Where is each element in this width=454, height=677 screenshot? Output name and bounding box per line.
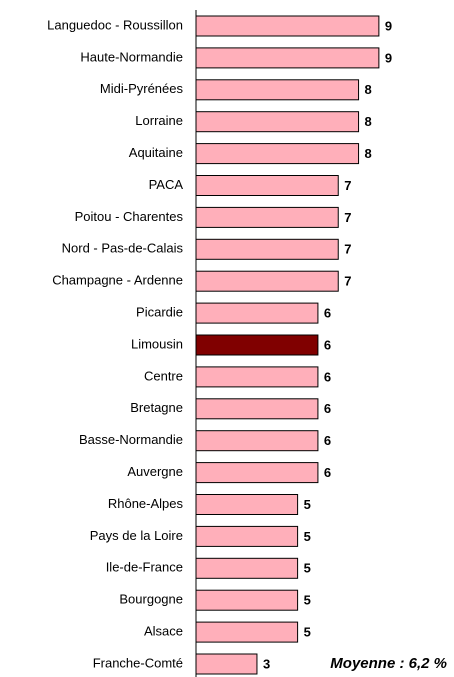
bar [195,621,299,643]
category-label: Champagne - Ardenne [52,273,183,288]
value-label: 6 [324,369,331,384]
bar [195,302,319,324]
value-label: 5 [304,497,311,512]
bar [195,111,360,133]
value-label: 3 [263,656,270,671]
category-label: Rhône-Alpes [108,496,184,511]
category-label: Haute-Normandie [80,49,183,64]
bar [195,525,299,547]
category-label: Nord - Pas-de-Calais [62,241,184,256]
category-label: Languedoc - Roussillon [47,17,183,32]
bar [195,47,380,69]
value-label: 6 [324,306,331,321]
category-label: Picardie [136,305,183,320]
bar [195,462,319,484]
bar [195,238,339,260]
value-label: 6 [324,465,331,480]
category-label: Poitou - Charentes [75,209,184,224]
value-label: 6 [324,337,331,352]
bar [195,15,380,37]
category-label: PACA [149,177,184,192]
bar [195,653,258,675]
bar [195,430,319,452]
category-label: Pays de la Loire [90,528,183,543]
value-label: 7 [344,242,351,257]
value-label: 7 [344,178,351,193]
value-label: 9 [385,18,392,33]
value-label: 6 [324,401,331,416]
category-label: Alsace [144,624,183,639]
category-label: Bretagne [130,400,183,415]
category-label: Aquitaine [129,145,183,160]
value-label: 9 [385,50,392,65]
bar [195,143,360,165]
category-label: Bourgogne [119,592,183,607]
value-label: 5 [304,593,311,608]
value-label: 7 [344,210,351,225]
bar [195,398,319,420]
bar [195,175,339,196]
category-label: Franche-Comté [93,655,183,670]
value-label: 7 [344,274,351,289]
category-label: Centre [144,368,183,383]
category-label: Lorraine [135,113,183,128]
bar [195,589,299,611]
category-label: Ile-de-France [106,560,183,575]
bar [195,366,319,388]
bar [195,334,319,356]
value-label: 8 [365,146,372,161]
annotation: Moyenne : 6,2 % [330,655,447,672]
category-label: Basse-Normandie [79,432,183,447]
category-label: Limousin [131,336,183,351]
bar [195,79,360,101]
bar [195,494,299,515]
bar [195,557,299,579]
value-label: 5 [304,625,311,640]
category-label: Midi-Pyrénées [100,81,184,96]
bar [195,270,339,292]
bar [195,206,339,228]
value-label: 8 [365,114,372,129]
value-label: 5 [304,529,311,544]
value-label: 6 [324,433,331,448]
value-label: 5 [304,561,311,576]
value-label: 8 [365,82,372,97]
category-label: Auvergne [127,464,183,479]
